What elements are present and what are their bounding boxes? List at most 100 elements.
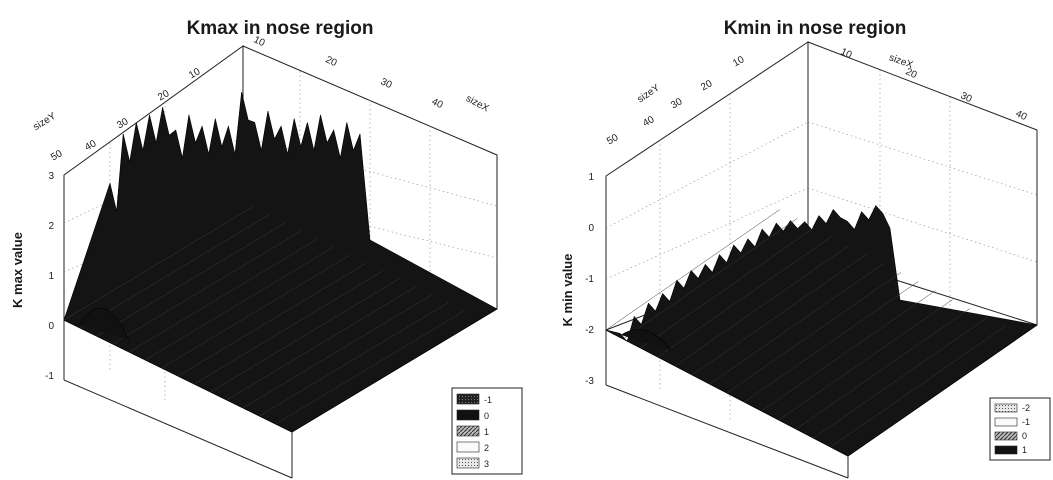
kmin-mesh-line	[796, 308, 971, 430]
kmax-mesh-line	[275, 310, 465, 425]
kmin-z-tick-label: 1	[588, 172, 594, 183]
kmax-mesh-line	[112, 230, 302, 345]
kmax-legend-label: 3	[484, 459, 489, 469]
kmax-y-tick-label: 10	[187, 66, 203, 81]
kmin-x-tick-label: 30	[959, 90, 974, 105]
kmin-y-tick-label: 50	[605, 132, 621, 147]
kmin-mesh-line	[761, 290, 936, 412]
kmax-legend-label: 2	[484, 443, 489, 453]
kmin-surface-mesh	[605, 205, 1038, 457]
kmax-chart: Kmax in nose region K max value sizeY si…	[10, 18, 523, 479]
kmin-legend: -2 -1 0 1	[989, 397, 1051, 461]
kmin-mesh-line	[744, 281, 919, 403]
kmin-y-tick-label: 20	[699, 78, 715, 93]
kmin-legend-label: 0	[1022, 431, 1027, 441]
kmax-mesh-line	[161, 254, 351, 369]
kmax-mesh-line	[259, 302, 449, 417]
kmin-gridline	[807, 121, 1038, 196]
kmin-x-tick-label: 40	[1014, 108, 1029, 123]
kmin-z-tick-label: -2	[585, 325, 594, 336]
kmax-y-tick-label: 50	[49, 148, 65, 163]
kmax-mesh-line	[243, 294, 432, 409]
kmin-z-tick-label: -1	[585, 274, 594, 285]
kmax-bottom-left	[63, 379, 293, 479]
kmax-x-tick-label: 10	[252, 34, 267, 49]
kmax-x-tick-label: 20	[324, 54, 339, 69]
kmax-mesh-line	[80, 214, 270, 329]
kmax-mesh-line	[194, 270, 384, 385]
kmax-gridline	[242, 136, 498, 207]
kmax-x-ticks: 10 20 30 40	[252, 34, 445, 111]
kmax-mesh-line	[226, 286, 416, 401]
kmax-y-ticks: 10 20 30 40 50	[49, 66, 203, 163]
kmin-mesh-line	[709, 263, 884, 385]
kmin-z-axis-label: K min value	[560, 254, 575, 327]
kmin-y-ticks: 10 20 30 40 50	[605, 54, 747, 147]
kmin-mesh-line	[657, 236, 832, 358]
kmax-mesh-line	[96, 222, 286, 337]
kmin-x-ticks: 10 20 30 40	[839, 46, 1029, 123]
kmax-x-tick-label: 40	[430, 96, 445, 111]
kmin-mesh-line	[640, 227, 815, 349]
kmin-legend-label: 1	[1022, 445, 1027, 455]
kmax-legend-swatch	[456, 457, 480, 469]
kmax-x-axis-label: sizeX	[464, 93, 491, 114]
kmax-surface-dip	[78, 307, 130, 341]
kmin-bottom-left	[605, 384, 849, 479]
kmax-z-ticks: 3 2 1 0 -1	[45, 171, 54, 382]
kmax-y-axis-label: sizeY	[31, 111, 58, 133]
kmax-mesh-line	[129, 238, 318, 353]
kmax-z-tick-label: 3	[48, 171, 54, 182]
kmax-legend-swatch	[456, 409, 480, 421]
kmax-z-axis-label: K max value	[10, 232, 25, 308]
kmax-legend-swatch	[456, 393, 480, 405]
kmin-legend-swatch	[994, 445, 1018, 455]
kmin-y-tick-label: 30	[669, 96, 685, 111]
kmax-legend-swatch	[456, 441, 480, 453]
kmin-surface-dip	[620, 329, 672, 351]
kmax-y-tick-label: 20	[156, 88, 172, 103]
kmin-y-tick-label: 10	[731, 54, 747, 69]
kmin-mesh-line	[623, 218, 798, 340]
kmin-mesh-line	[778, 299, 953, 421]
kmax-mesh-line	[210, 278, 400, 393]
kmin-gridline	[605, 187, 809, 280]
kmax-legend-label: -1	[484, 395, 492, 405]
kmin-mesh-line	[692, 254, 867, 376]
kmax-z-tick-label: -1	[45, 371, 54, 382]
kmin-x-tick-label: 10	[839, 46, 854, 61]
kmin-legend-label: -1	[1022, 417, 1030, 427]
kmin-surface	[605, 205, 1038, 457]
kmax-legend-swatch	[456, 425, 480, 437]
kmax-z-tick-label: 1	[48, 271, 54, 282]
kmax-z-tick-label: 2	[48, 221, 54, 232]
kmax-y-tick-label: 30	[115, 116, 131, 131]
kmax-legend-label: 0	[484, 411, 489, 421]
kmax-x-tick-label: 30	[379, 76, 394, 91]
kmax-mesh-line	[63, 206, 253, 321]
kmin-legend-swatch	[994, 403, 1018, 413]
kmin-mesh-line	[726, 272, 902, 394]
kmax-z-tick-label: 0	[48, 321, 54, 332]
kmax-title: Kmax in nose region	[187, 18, 374, 39]
kmin-y-tick-label: 40	[641, 114, 657, 129]
kmin-z-tick-label: 0	[588, 223, 594, 234]
kmin-z-ticks: 1 0 -1 -2 -3	[585, 172, 594, 387]
kmin-title: Kmin in nose region	[724, 18, 907, 39]
kmin-mesh-line	[675, 245, 850, 367]
kmax-legend-label: 1	[484, 427, 489, 437]
kmax-mesh-line	[145, 246, 335, 361]
kmin-chart: Kmin in nose region K min value sizeY si…	[560, 18, 1051, 479]
kmin-legend-label: -2	[1022, 403, 1030, 413]
kmin-x-tick-label: 20	[904, 66, 919, 81]
kmax-mesh-line	[177, 262, 367, 377]
kmax-surface	[63, 91, 498, 433]
kmin-mesh-line	[830, 326, 1005, 448]
kmin-y-axis-label: sizeY	[635, 82, 662, 105]
kmin-mesh-line	[605, 209, 781, 331]
kmin-gridline	[605, 121, 809, 229]
kmin-legend-swatch	[994, 417, 1018, 427]
kmin-legend-swatch	[994, 431, 1018, 441]
kmin-mesh-line	[813, 317, 988, 439]
